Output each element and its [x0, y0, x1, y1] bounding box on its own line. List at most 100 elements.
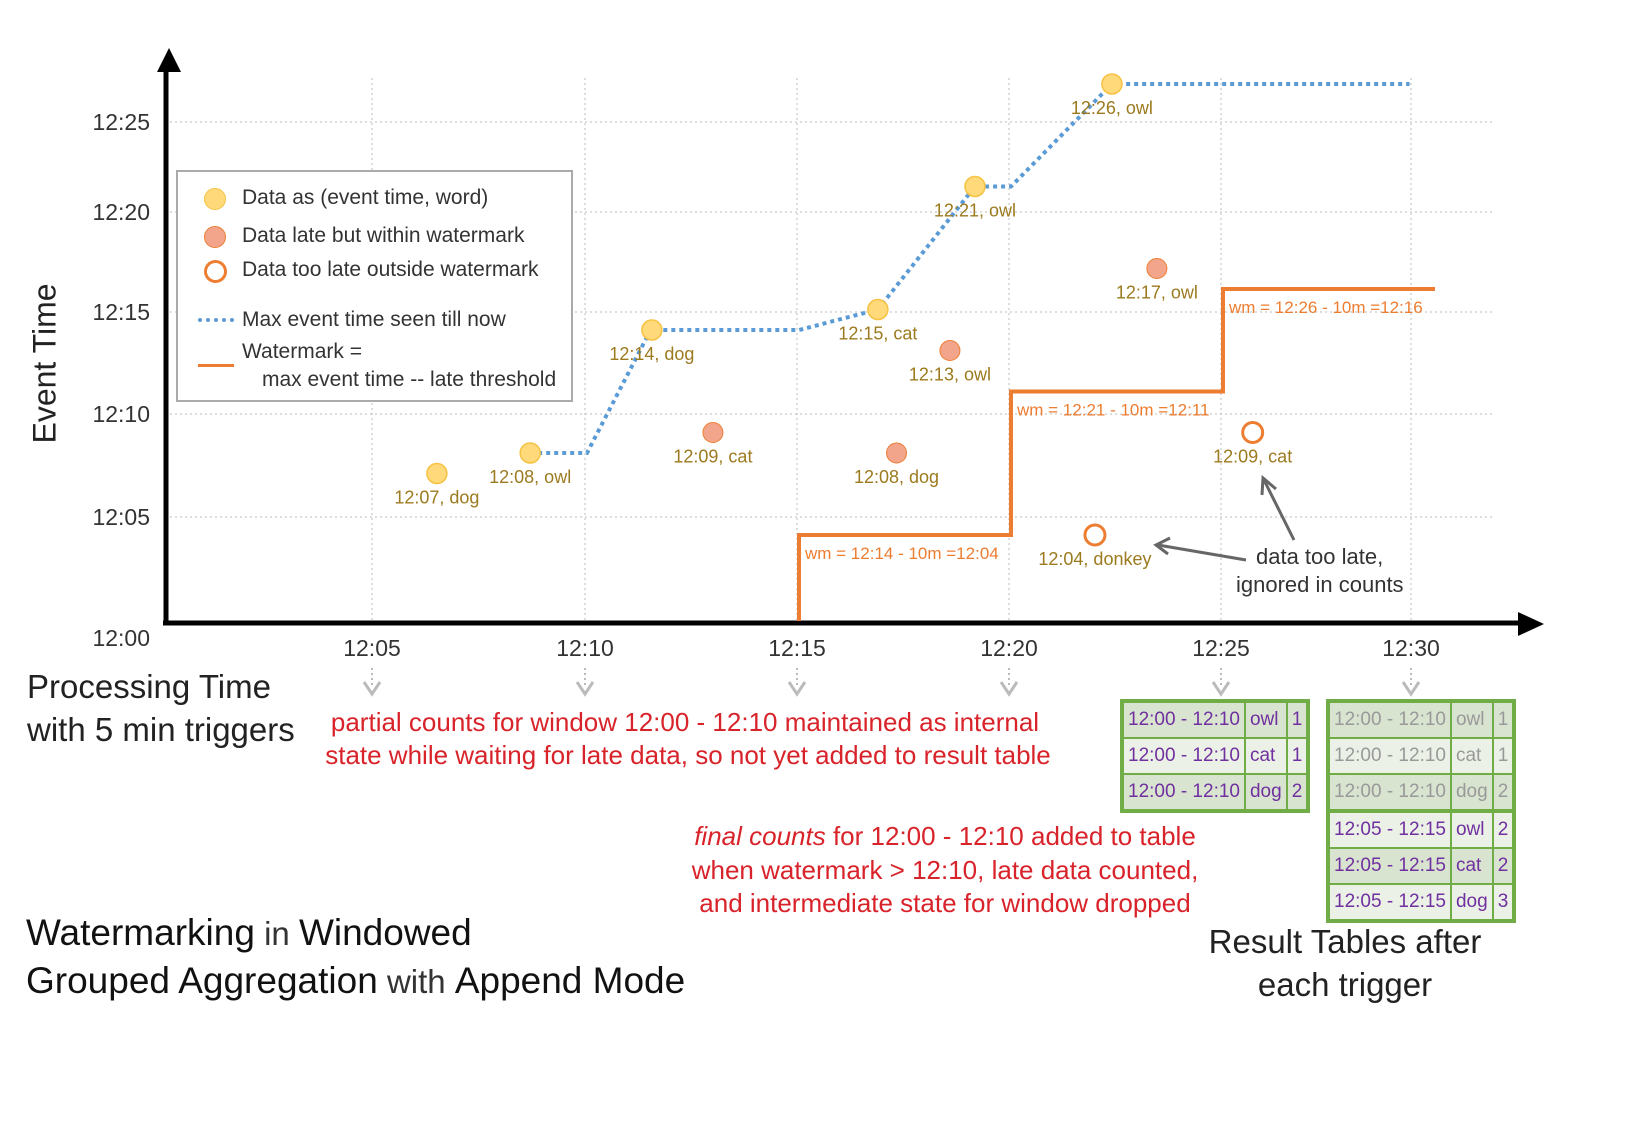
- y-tick-label: 12:25: [92, 109, 150, 135]
- final-note-1: final counts for 12:00 - 12:10 added to …: [690, 819, 1200, 853]
- count-cell: 3: [1491, 883, 1516, 922]
- y-axis-label: Event Time: [26, 283, 63, 444]
- x-axis-label-2: with 5 min triggers: [27, 711, 295, 748]
- late-data-point: [702, 422, 724, 443]
- data-point-label: 12:09, cat: [673, 447, 752, 467]
- word-cell: cat: [1449, 737, 1494, 775]
- dotted-line-icon: [198, 318, 234, 322]
- legend-data: Data as (event time, word): [242, 186, 489, 209]
- table-row: 12:00 - 12:10 cat 1: [1327, 737, 1516, 775]
- title-with: with: [377, 963, 455, 1000]
- x-tick-label: 12:15: [768, 635, 826, 661]
- partial-note-1: partial counts for window 12:00 - 12:10 …: [330, 707, 1040, 737]
- window-cell: 12:05 - 12:15: [1327, 809, 1452, 849]
- word-cell: dog: [1449, 883, 1494, 922]
- final-note-1-text: for 12:00 - 12:10 added to table: [825, 821, 1196, 851]
- word-cell: owl: [1449, 809, 1494, 849]
- y-tick-label: 12:20: [92, 199, 150, 225]
- result-table-1230: 12:00 - 12:10 owl 1 12:00 - 12:10 cat 1 12:00 …: [1326, 699, 1517, 923]
- count-cell: 2: [1491, 847, 1516, 885]
- too-late-note-2: ignored in counts: [1236, 572, 1404, 597]
- data-point: [1101, 73, 1123, 95]
- data-point: [519, 442, 541, 464]
- legend-wm2: max event time -- late threshold: [262, 368, 557, 391]
- arrowhead-icon: [1153, 536, 1171, 556]
- table-row: 12:05 - 12:15 owl 2: [1327, 809, 1516, 849]
- late-data-point: [1146, 258, 1168, 279]
- too-late-ring-icon: [204, 260, 227, 283]
- data-point-label: 12:08, dog: [854, 467, 939, 487]
- count-cell: 1: [1285, 700, 1310, 739]
- data-point-label: 12:15, cat: [838, 324, 917, 344]
- result-tables-caption-1: Result Tables after: [1208, 923, 1482, 960]
- y-tick-label: 12:15: [92, 299, 150, 325]
- count-cell: 1: [1491, 700, 1516, 739]
- table-row: 12:00 - 12:10 owl 1: [1121, 700, 1310, 739]
- diagram-title-1: Watermarking in Windowed: [26, 912, 472, 954]
- title-in: in: [254, 915, 299, 952]
- result-tables-caption-2: each trigger: [1257, 966, 1433, 1003]
- data-point: [867, 298, 889, 321]
- table-row: 12:00 - 12:10 owl 1: [1327, 700, 1516, 739]
- x-tick-label: 12:25: [1192, 635, 1250, 661]
- data-point-label: 12:08, owl: [489, 467, 571, 487]
- word-cell: cat: [1449, 847, 1494, 885]
- too-late-note-1: data too late,: [1256, 544, 1384, 569]
- title-append-mode: Append Mode: [454, 960, 686, 1001]
- title-watermarking: Watermarking: [26, 912, 255, 953]
- x-axis-arrow-icon: [1518, 612, 1544, 636]
- late-data-point: [939, 340, 961, 361]
- data-point-label: 12:14, dog: [609, 344, 694, 364]
- arrowhead-icon: [1260, 474, 1277, 496]
- data-point: [964, 175, 986, 198]
- trigger-arrow-icon: [575, 681, 595, 697]
- final-counts-emphasis: final counts: [694, 821, 826, 851]
- too-late-data-point: [1083, 523, 1107, 547]
- window-cell: 12:00 - 12:10: [1327, 700, 1452, 739]
- watermark-label: wm = 12:14 - 10m =12:04: [804, 544, 999, 563]
- legend-max: Max event time seen till now: [242, 308, 506, 331]
- legend-too-late: Data too late outside watermark: [242, 258, 539, 281]
- count-cell: 2: [1285, 773, 1310, 812]
- window-cell: 12:00 - 12:10: [1121, 700, 1246, 739]
- trigger-arrow-icon: [1401, 681, 1421, 697]
- window-cell: 12:05 - 12:15: [1327, 847, 1452, 885]
- window-cell: 12:00 - 12:10: [1121, 737, 1246, 775]
- count-cell: 2: [1491, 809, 1516, 849]
- legend-wm1: Watermark =: [242, 340, 362, 363]
- too-late-data-point: [1241, 421, 1265, 444]
- window-cell: 12:05 - 12:15: [1327, 883, 1452, 922]
- table-row: 12:00 - 12:10 dog 2: [1121, 773, 1310, 812]
- table-row: 12:00 - 12:10 dog 2: [1327, 773, 1516, 812]
- table-row: 12:05 - 12:15 cat 2: [1327, 847, 1516, 885]
- y-tick-label: 12:10: [92, 401, 150, 427]
- watermark-label: wm = 12:21 - 10m =12:11: [1016, 401, 1209, 420]
- window-cell: 12:00 - 12:10: [1327, 773, 1452, 812]
- y-axis-arrow-icon: [157, 48, 181, 72]
- data-point-label: 12:13, owl: [909, 365, 991, 385]
- data-point-label: 12:04, donkey: [1038, 549, 1151, 569]
- legend-late: Data late but within watermark: [242, 224, 525, 247]
- x-tick-label: 12:20: [980, 635, 1038, 661]
- late-data-point: [886, 442, 908, 464]
- data-point-label: 12:21, owl: [934, 201, 1016, 221]
- word-cell: owl: [1449, 700, 1494, 739]
- x-axis-label-1: Processing Time: [27, 668, 271, 705]
- y-tick-label: 12:00: [92, 625, 150, 651]
- trigger-arrow-icon: [1211, 681, 1231, 697]
- title-windowed: Windowed: [298, 912, 472, 953]
- word-cell: cat: [1243, 737, 1288, 775]
- max-event-time-line: [530, 82, 1410, 455]
- solid-line-icon: [198, 364, 234, 367]
- x-tick-label: 12:30: [1382, 635, 1440, 661]
- word-cell: dog: [1243, 773, 1288, 812]
- trigger-arrow-icon: [787, 681, 807, 697]
- partial-note-2: state while waiting for late data, so no…: [325, 740, 1051, 770]
- table-row: 12:05 - 12:15 dog 3: [1327, 883, 1516, 922]
- on-time-dot-icon: [204, 188, 226, 210]
- pointer-arrow: [1262, 479, 1296, 541]
- data-point: [426, 462, 448, 485]
- data-point-label: 12:17, owl: [1116, 283, 1198, 303]
- word-cell: owl: [1243, 700, 1288, 739]
- title-grouped-aggregation: Grouped Aggregation: [26, 960, 378, 1001]
